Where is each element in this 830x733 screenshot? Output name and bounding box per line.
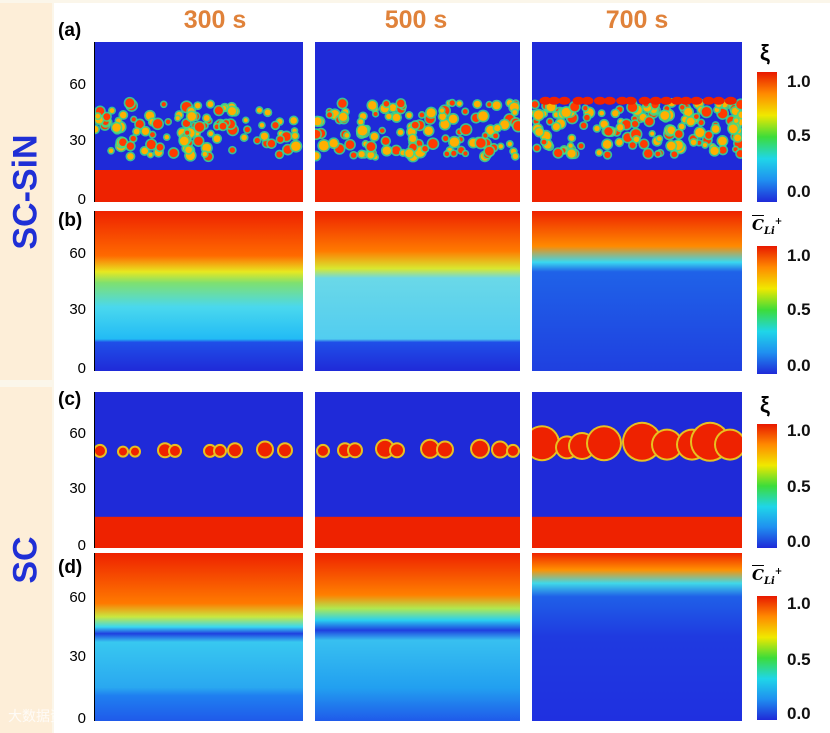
heatmap-d-2: [315, 553, 520, 721]
colorbar-xi-a-tick-max: 1.0: [787, 72, 811, 91]
panel-label-c: (c): [58, 389, 82, 410]
colorbar-xi-c-tick-min: 0.0: [787, 532, 811, 551]
column-title-500s: 500 s: [384, 6, 448, 34]
colorbar-cli-d-tick-max: 1.0: [787, 594, 811, 613]
y-tick-c-0: 0: [77, 537, 86, 554]
colorbar-cli-d-tick-mid: 0.5: [787, 650, 811, 669]
heatmap-a-2: [315, 42, 520, 202]
colorbar-cli-b-tick-min: 0.0: [787, 356, 811, 375]
y-tick-a-30: 30: [69, 132, 86, 150]
heatmap-b-3: [532, 211, 742, 371]
heatmap-d-1: [95, 553, 303, 721]
y-tick-c-30: 30: [69, 479, 86, 497]
panel-label-d: (d): [58, 557, 83, 578]
colorbar-xi-title-a: ξ: [760, 40, 770, 65]
y-tick-d-60: 60: [69, 589, 86, 607]
heatmap-b-1: [95, 211, 303, 371]
column-title-700s: 700 s: [605, 6, 669, 34]
heatmap-d-3: [532, 553, 742, 721]
colorbar-cli-title-d: CLi+: [752, 566, 783, 587]
y-axis-c: [94, 392, 95, 548]
group-label-sc-sin-box: SC-SiN: [0, 3, 52, 380]
colorbar-xi-c-tick-mid: 0.5: [787, 477, 811, 496]
colorbar-xi-a-tick-min: 0.0: [787, 182, 811, 201]
column-title-300s: 300 s: [183, 6, 247, 34]
panel-label-b: (b): [58, 210, 83, 231]
heatmap-a-1: [95, 42, 303, 202]
heatmap-c-1: [95, 392, 303, 548]
y-tick-d-30: 30: [69, 648, 86, 666]
y-tick-d-0: 0: [77, 710, 86, 727]
heatmap-c-2: [315, 392, 520, 548]
group-label-sc-box: SC: [0, 387, 52, 733]
heatmap-a-3: [532, 42, 742, 202]
colorbar-xi-a: [757, 72, 777, 202]
y-tick-b-60: 60: [69, 245, 86, 263]
y-axis-d: [94, 553, 95, 721]
colorbar-cli-title-b: CLi+: [752, 216, 783, 237]
group-label-sc: SC: [6, 536, 45, 584]
y-tick-a-0: 0: [77, 191, 86, 208]
colorbar-cli-b-tick-mid: 0.5: [787, 300, 811, 319]
y-tick-c-60: 60: [69, 425, 86, 443]
colorbar-xi-c-tick-max: 1.0: [787, 421, 811, 440]
group-label-sc-sin: SC-SiN: [6, 133, 45, 250]
y-tick-b-0: 0: [77, 360, 86, 377]
colorbar-xi-c: [757, 424, 777, 548]
heatmap-b-2: [315, 211, 520, 371]
colorbar-cli-d: [757, 596, 777, 720]
y-tick-b-30: 30: [69, 301, 86, 319]
y-tick-a-60: 60: [69, 76, 86, 94]
y-axis-b: [94, 211, 95, 371]
colorbar-cli-b-tick-max: 1.0: [787, 246, 811, 265]
colorbar-cli-d-tick-min: 0.0: [787, 704, 811, 723]
panel-label-a: (a): [58, 20, 82, 41]
heatmap-c-3: [532, 392, 742, 548]
colorbar-xi-a-tick-mid: 0.5: [787, 126, 811, 145]
watermark: 大数据资讯: [8, 708, 78, 724]
colorbar-xi-title-c: ξ: [760, 392, 770, 417]
colorbar-cli-b: [757, 246, 777, 374]
